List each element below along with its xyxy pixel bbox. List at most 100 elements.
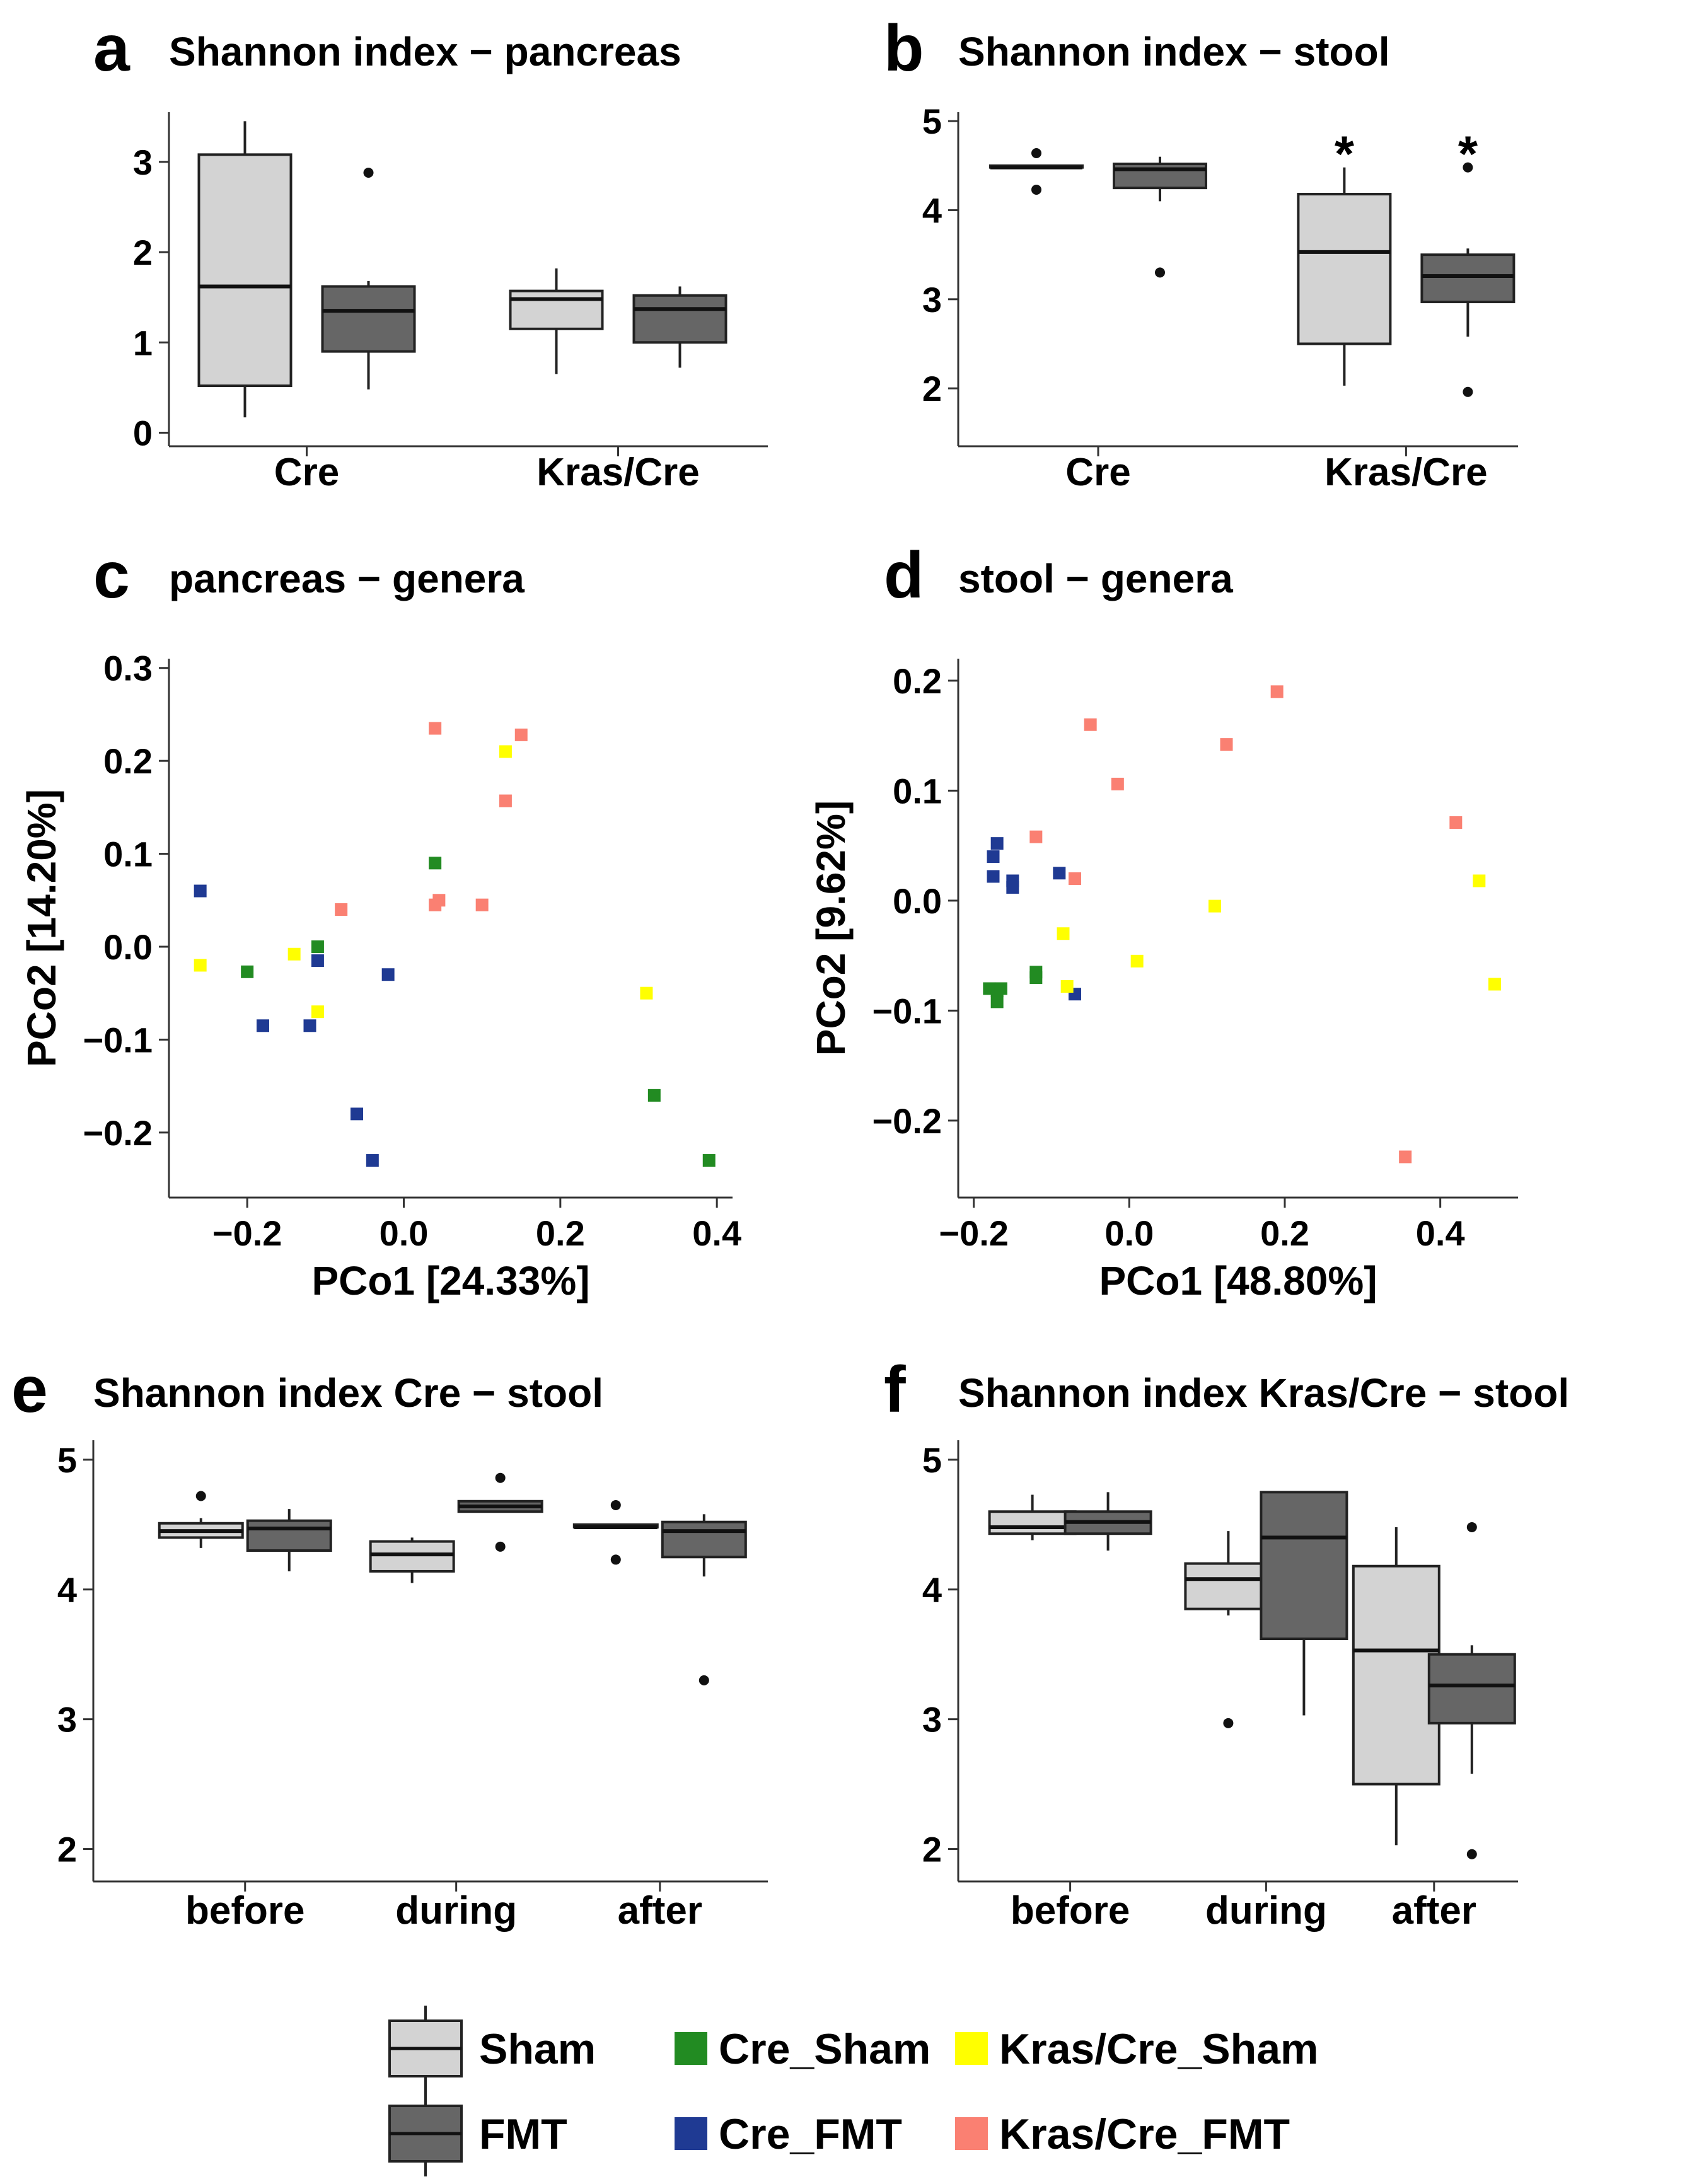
d-point-kras-cre_fmt-5 (1270, 685, 1284, 698)
d-point-kras-cre_sham-4 (1473, 874, 1486, 887)
f-box-fmt-after (1427, 1522, 1516, 1859)
outlier-point (1155, 267, 1165, 278)
d-y-tick-label-2: 0.0 (893, 881, 942, 921)
f-box-fmt-before (1064, 1492, 1152, 1551)
e-box-sham-before (158, 1491, 244, 1548)
c-point-kras-cre_sham-0 (194, 959, 207, 972)
d-point-kras-cre_fmt-6 (1449, 816, 1463, 829)
outlier-point (610, 1554, 621, 1565)
legend-color-swatch (675, 2032, 707, 2065)
d-point-cre_fmt-4 (1006, 881, 1019, 894)
c-point-kras-cre_sham-4 (640, 986, 653, 1000)
box-iqr (1260, 1491, 1348, 1641)
b-y-tick-label-2: 4 (922, 190, 942, 230)
c-point-cre_fmt-4 (303, 1019, 316, 1032)
legend: Sham FMT Cre_Sham Cre_FMT Kras/Cre_Sham Kras/… (388, 2006, 1318, 2176)
outlier-point (195, 1491, 206, 1501)
e-box-fmt-before (246, 1509, 332, 1571)
e-box-sham-during (369, 1537, 455, 1583)
d-point-cre_fmt-1 (987, 850, 1000, 864)
legend-item-kras-cre_fmt: Kras/Cre_FMT (955, 2110, 1290, 2158)
c-y-tick-label-5: 0.3 (103, 649, 153, 688)
c-x-tick-label-2: 0.2 (536, 1213, 585, 1253)
box-iqr (197, 153, 293, 388)
outlier-point (610, 1499, 621, 1510)
c-point-cre_fmt-1 (311, 954, 324, 968)
a-box-sham-cre (197, 121, 293, 418)
legend-label-cre_fmt: Cre_FMT (719, 2110, 902, 2158)
a-box-fmt-cre (321, 167, 416, 390)
d-x-tick-label-1: 0.0 (1104, 1213, 1154, 1253)
c-point-cre_sham-0 (429, 857, 442, 870)
c-y-tick-label-0: −0.2 (83, 1113, 153, 1153)
d-x-tick-label-3: 0.4 (1416, 1213, 1465, 1253)
c-point-kras-cre_fmt-2 (499, 794, 512, 807)
b-box-fmt-kras-cre (1420, 162, 1516, 397)
outlier-point (1031, 148, 1041, 159)
a-y-tick-label-1: 1 (133, 323, 153, 362)
d-point-kras-cre_fmt-3 (1111, 777, 1124, 790)
d-point-kras-cre_sham-0 (1057, 927, 1070, 940)
c-point-cre_fmt-0 (194, 884, 207, 898)
d-y-tick-label-0: −0.2 (872, 1101, 942, 1141)
d-point-kras-cre_sham-1 (1060, 979, 1074, 993)
c-point-cre_fmt-3 (257, 1019, 269, 1032)
c-point-cre_fmt-2 (381, 968, 395, 981)
d-y-tick-label-1: −0.1 (872, 991, 942, 1031)
d-point-cre_fmt-5 (1053, 867, 1066, 880)
f-box-sham-during (1184, 1531, 1273, 1728)
c-y-tick-label-4: 0.2 (103, 741, 153, 781)
c-x-axis-title: PCo1 [24.33%] (311, 1258, 589, 1303)
d-point-kras-cre_fmt-2 (1084, 718, 1097, 731)
box-iqr (1352, 1564, 1440, 1786)
b-y-tick-label-1: 3 (922, 280, 942, 320)
b-box-sham-cre (989, 148, 1084, 195)
outlier-point (363, 167, 374, 178)
box-iqr (988, 1510, 1077, 1535)
legend-item-sham: Sham (388, 2006, 596, 2091)
box-iqr (661, 1520, 747, 1559)
c-point-kras-cre_sham-2 (311, 1005, 324, 1019)
panel-label-b: b (884, 12, 924, 85)
d-point-kras-cre_fmt-4 (1220, 738, 1233, 751)
legend-label-kras-cre_sham: Kras/Cre_Sham (999, 2025, 1318, 2073)
d-point-cre_sham-5 (1029, 971, 1043, 985)
a-box-sham-kras-cre (509, 268, 604, 374)
d-point-cre_fmt-2 (987, 870, 1000, 883)
panel-label-e: e (11, 1353, 48, 1426)
legend-label-sham: Sham (479, 2025, 596, 2073)
a-box-fmt-kras-cre (632, 286, 727, 368)
f-y-tick-label-2: 4 (922, 1570, 942, 1610)
f-y-tick-label-1: 3 (922, 1700, 942, 1740)
d-point-cre_fmt-0 (990, 837, 1004, 850)
c-point-cre_sham-3 (647, 1089, 661, 1102)
outlier-point (1031, 184, 1041, 195)
f-y-tick-label-0: 2 (922, 1830, 942, 1869)
c-point-kras-cre_fmt-0 (429, 722, 442, 735)
c-point-cre_fmt-6 (366, 1154, 379, 1167)
panel-title-e: Shannon index Cre − stool (93, 1370, 603, 1416)
a-y-tick-label-2: 2 (133, 233, 153, 272)
e-y-tick-label-1: 3 (57, 1700, 77, 1740)
outlier-point (1466, 1522, 1477, 1532)
panel-label-a: a (93, 12, 130, 85)
legend-item-fmt: FMT (388, 2091, 567, 2176)
c-y-tick-label-1: −0.1 (83, 1020, 153, 1060)
f-category-label-1: during (1205, 1889, 1327, 1933)
b-box-sham-kras-cre (1297, 167, 1392, 386)
panel-label-c: c (93, 539, 130, 612)
b-significance-star-1: * (1458, 126, 1478, 182)
d-point-cre_sham-2 (994, 982, 1007, 995)
b-significance-star-0: * (1335, 126, 1355, 182)
c-point-cre_fmt-5 (351, 1107, 363, 1121)
panel-title-a: Shannon index − pancreas (169, 29, 681, 74)
box-iqr (1420, 253, 1516, 304)
c-point-kras-cre_fmt-3 (335, 903, 348, 916)
d-point-kras-cre_fmt-1 (1069, 872, 1081, 885)
panel-title-f: Shannon index Kras/Cre − stool (958, 1370, 1569, 1416)
legend-item-kras-cre_sham: Kras/Cre_Sham (955, 2025, 1318, 2073)
a-y-tick-label-3: 3 (133, 142, 153, 182)
c-point-kras-cre_fmt-1 (514, 728, 528, 741)
c-point-kras-cre_sham-1 (287, 947, 301, 961)
